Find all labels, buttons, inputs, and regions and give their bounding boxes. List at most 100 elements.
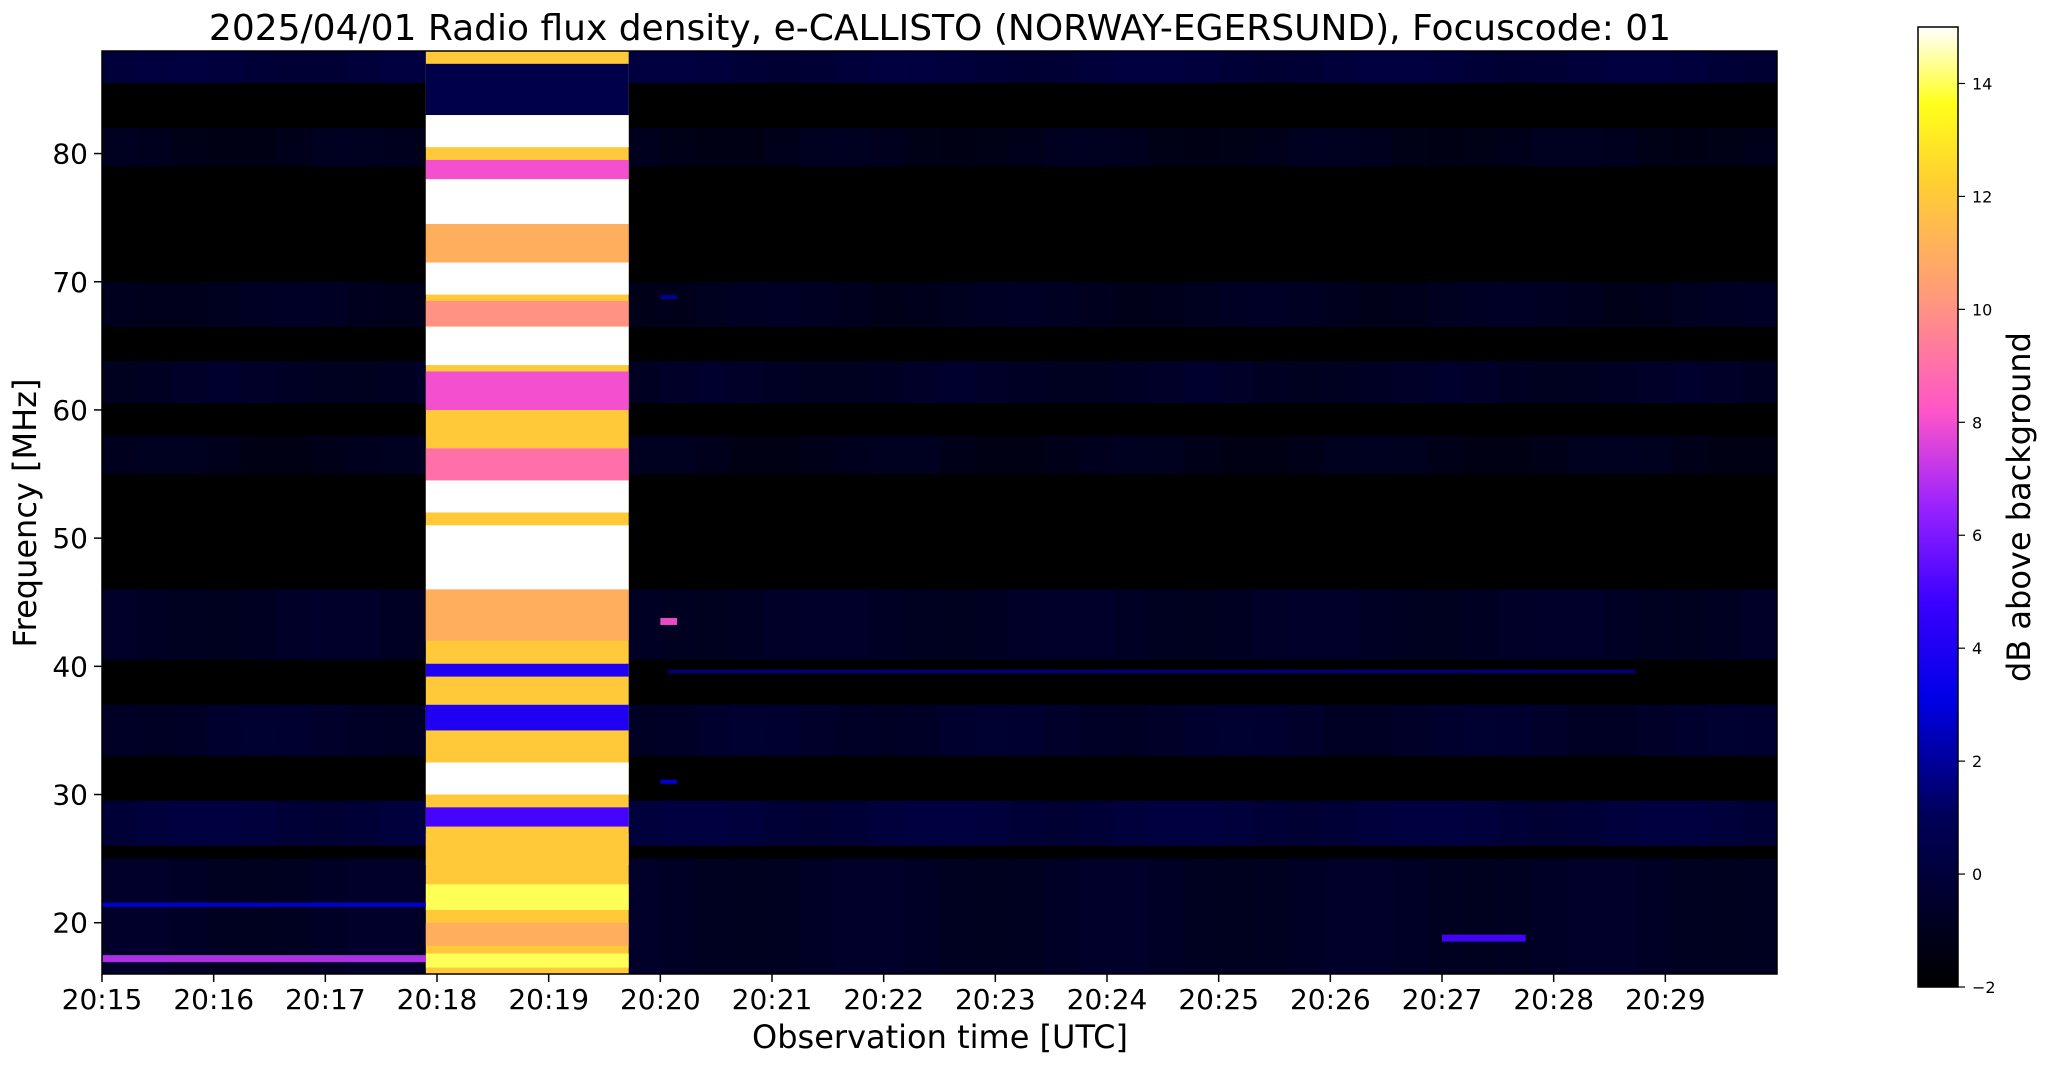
colorbar-tick-label: 8 (1972, 413, 1982, 432)
background-cell (102, 704, 138, 757)
background-cell (311, 704, 347, 757)
background-cell (1288, 704, 1324, 757)
background-cell (1462, 704, 1499, 757)
background-cell (276, 435, 312, 475)
background-cell (1532, 435, 1569, 475)
background-cell (1253, 800, 1289, 846)
colorbar-ticks: −2 0 2 4 6 8 10 12 14 (1958, 74, 1996, 997)
background-cell (1148, 704, 1185, 757)
background-cell (102, 435, 138, 475)
background-cell (1253, 127, 1289, 167)
background-cell (695, 435, 731, 475)
background-cell (1742, 51, 1778, 83)
background-cell (1567, 589, 1603, 660)
colorbar-tick-label: 0 (1972, 865, 1982, 884)
background-cell (799, 704, 836, 757)
background-cell (1044, 800, 1080, 846)
background-cell (904, 858, 940, 974)
background-cell (1707, 435, 1743, 475)
background-cell (730, 51, 766, 83)
background-cell (904, 800, 940, 846)
background-cell (1742, 361, 1778, 404)
background-cell (799, 361, 836, 404)
background-cell (1672, 589, 1708, 660)
x-tick-label: 20:28 (1513, 983, 1594, 1016)
background-cell (311, 127, 347, 167)
background-cell (1148, 589, 1185, 660)
background-cell (1532, 800, 1569, 846)
background-cell (1114, 127, 1150, 167)
x-tick-label: 20:15 (62, 983, 143, 1016)
background-cell (1393, 361, 1429, 404)
burst-band (425, 922, 629, 946)
background-cell (171, 127, 208, 167)
y-tick-label: 60 (52, 394, 88, 427)
emission-line (667, 669, 1636, 674)
background-cell (730, 589, 766, 660)
background-cell (1218, 281, 1255, 327)
burst-band (425, 179, 629, 225)
background-cell (1114, 589, 1150, 660)
background-cell (799, 435, 836, 475)
background-cell (1009, 800, 1045, 846)
x-tick-label: 20:25 (1178, 983, 1259, 1016)
background-cell (1602, 800, 1638, 846)
x-tick-label: 20:24 (1067, 983, 1148, 1016)
background-cell (1358, 127, 1394, 167)
background-cell (660, 800, 696, 846)
background-cell (939, 704, 975, 757)
background-cell (1358, 281, 1394, 327)
background-cell (1148, 858, 1185, 974)
background-cell (241, 858, 277, 974)
background-cell (1183, 361, 1220, 404)
burst-band (425, 525, 629, 590)
y-tick-label: 50 (52, 522, 88, 555)
x-tick-label: 20:20 (620, 983, 701, 1016)
background-cell (1253, 704, 1289, 757)
background-cell (1532, 51, 1569, 83)
background-cell (1707, 361, 1743, 404)
background-cell (974, 127, 1010, 167)
background-cell (1742, 800, 1778, 846)
colorbar-tick-label: 12 (1972, 187, 1992, 206)
background-cell (1009, 361, 1045, 404)
background-cell (1358, 589, 1394, 660)
background-cell (1637, 361, 1673, 404)
background-cell (171, 361, 208, 404)
background-cell (1288, 51, 1324, 83)
background-cell (1672, 127, 1708, 167)
background-cell (1358, 800, 1394, 846)
background-cell (1567, 435, 1603, 475)
background-cell (1218, 51, 1255, 83)
burst-band (425, 224, 629, 263)
background-cell (1532, 704, 1569, 757)
background-cell (799, 51, 836, 83)
background-cell (311, 361, 347, 404)
background-cell (1707, 858, 1743, 974)
heatmap-events (102, 51, 1636, 974)
background-cell (1288, 589, 1324, 660)
background-cell (1567, 51, 1603, 83)
background-cell (765, 51, 801, 83)
background-cell (1288, 858, 1324, 974)
background-cell (1462, 361, 1499, 404)
background-cell (695, 361, 731, 404)
background-cell (695, 281, 731, 327)
background-cell (136, 589, 173, 660)
background-cell (869, 361, 906, 404)
background-cell (276, 281, 312, 327)
background-cell (206, 800, 243, 846)
background-cell (1079, 589, 1115, 660)
background-cell (1358, 435, 1394, 475)
background-cell (625, 858, 661, 974)
background-cell (1288, 127, 1324, 167)
background-cell (660, 127, 696, 167)
background-cell (1602, 127, 1638, 167)
background-cell (799, 589, 836, 660)
background-cell (869, 704, 906, 757)
y-tick-label: 30 (52, 779, 88, 812)
background-cell (1428, 127, 1464, 167)
background-cell (1218, 435, 1255, 475)
background-cell (1288, 800, 1324, 846)
